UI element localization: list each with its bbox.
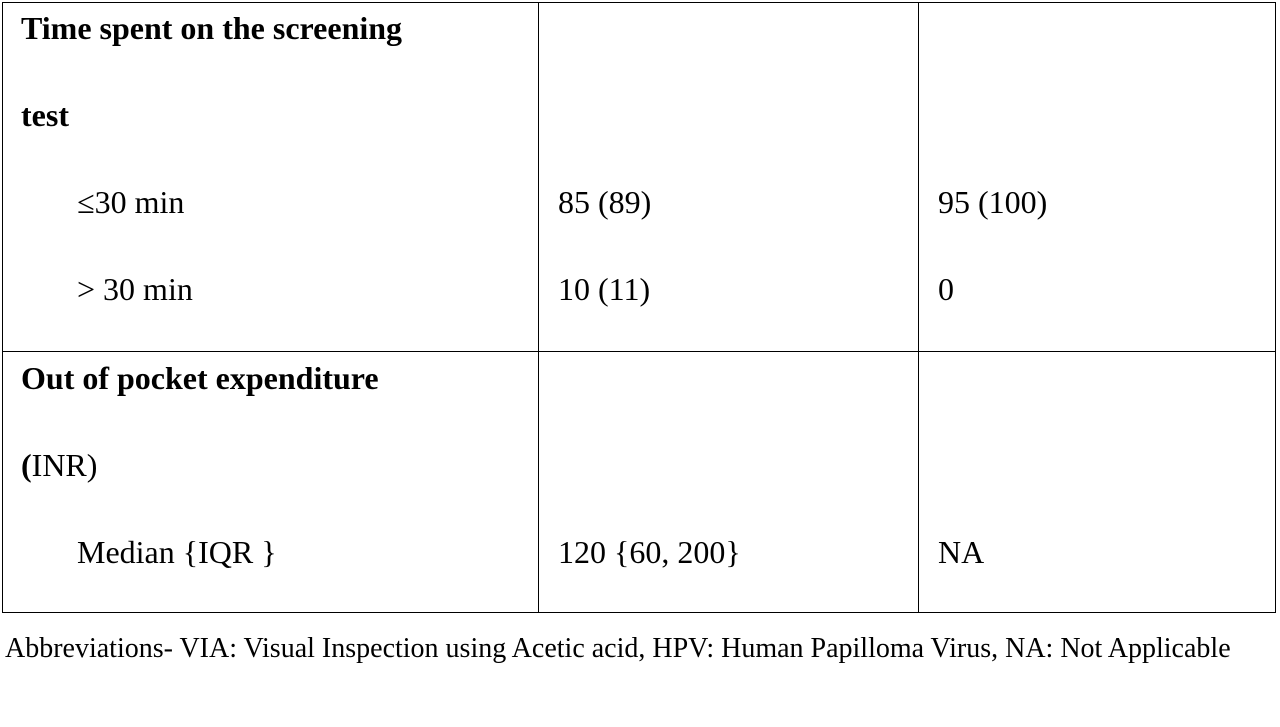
section-heading: Time spent on the screening [21, 10, 403, 46]
section-heading: INR) [31, 447, 98, 483]
cell: 0 [938, 271, 954, 307]
section-heading: test [21, 97, 69, 133]
cell: 10 (11) [558, 271, 651, 307]
cell: 95 (100) [938, 184, 1048, 220]
row-border [3, 351, 1275, 352]
row-label: > 30 min [77, 271, 193, 307]
row-label: Median {IQR } [77, 534, 277, 570]
column-border [538, 3, 539, 612]
section-heading: Out of pocket expenditure [21, 360, 379, 396]
row-label: ≤30 min [77, 184, 185, 220]
footnote: Abbreviations- VIA: Visual Inspection us… [5, 633, 1231, 664]
cell: NA [938, 534, 985, 570]
column-border [918, 3, 919, 612]
cell: 120 {60, 200} [558, 534, 741, 570]
table: Time spent on the screening test ≤30 min 85… [2, 2, 1276, 613]
section-heading: ( [21, 447, 32, 483]
cell: 85 (89) [558, 184, 652, 220]
